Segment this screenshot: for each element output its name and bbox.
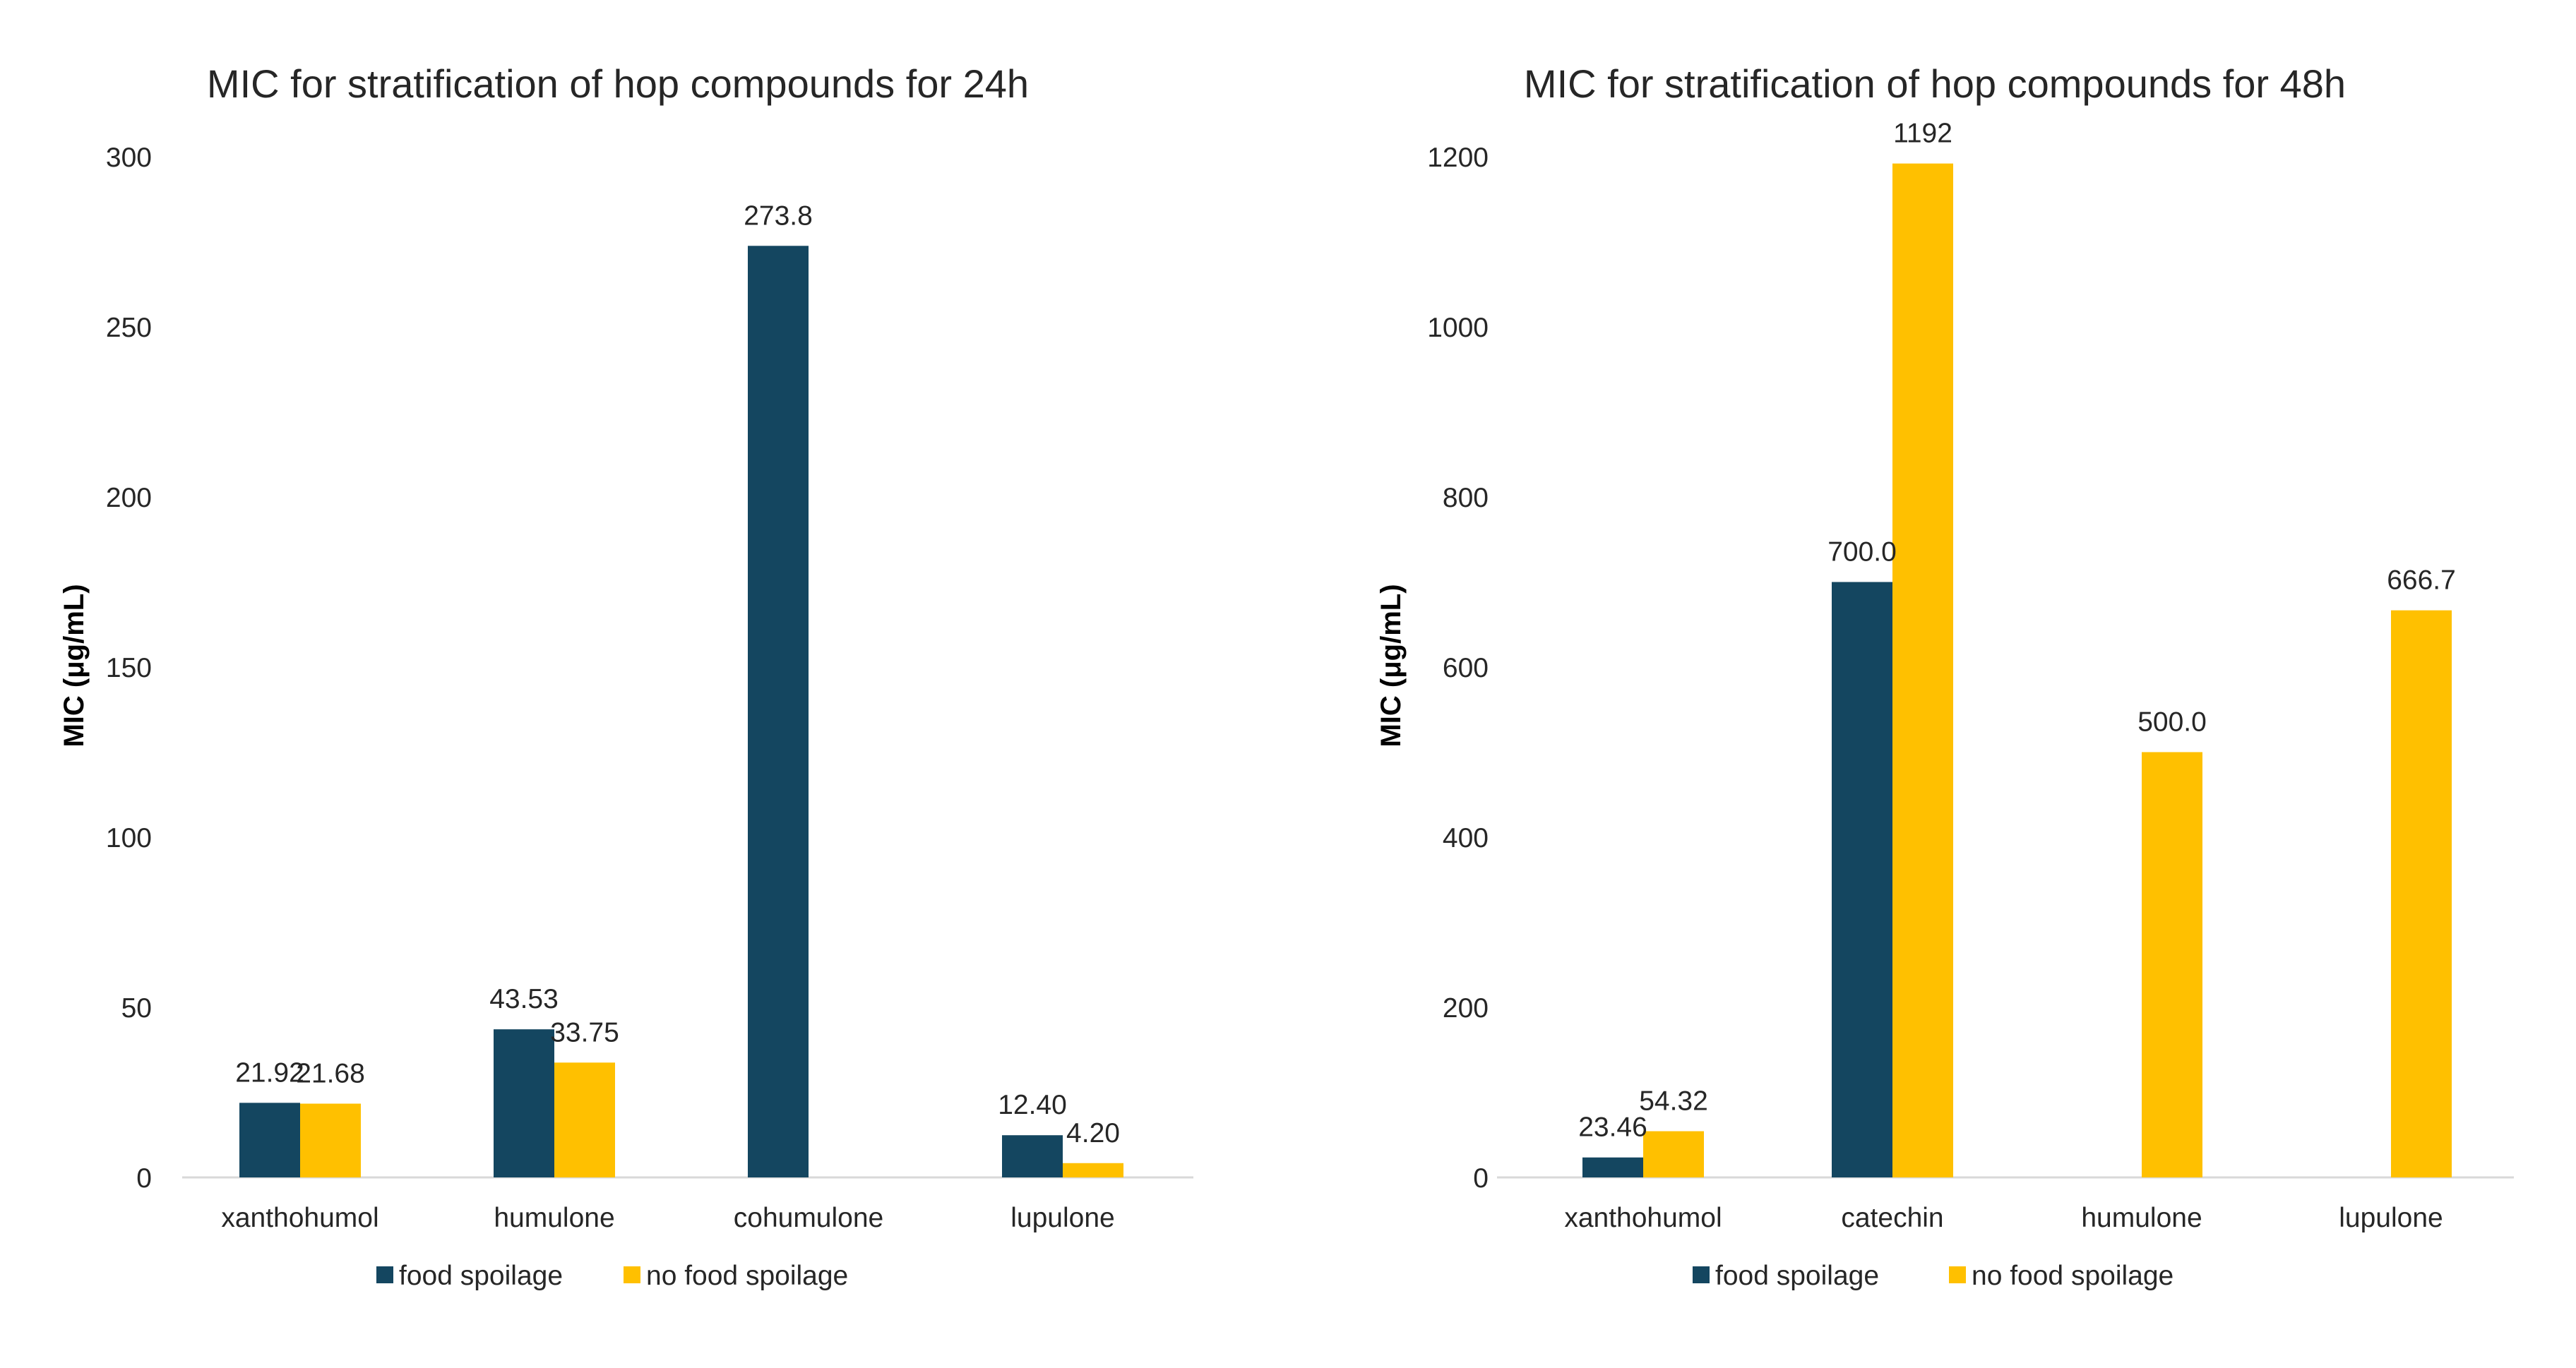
chart-48h-y-axis-label: MIC (μg/mL) [1376,584,1407,747]
chart-48h: MIC for stratification of hop compounds … [1376,61,2514,1291]
chart-24h-category-label: cohumulone [734,1203,883,1233]
chart-24h-bar-food-spoilage-cohumulone [748,246,809,1178]
chart-24h-y-tick-label: 200 [106,483,152,513]
chart-48h-bar-no-food-spoilage-catechin [1892,163,1953,1177]
chart-24h-y-axis-label: MIC (μg/mL) [59,584,90,747]
chart-24h-category-label: humulone [494,1203,614,1233]
chart-48h-bar-food-spoilage-xanthohumol [1582,1157,1643,1177]
chart-48h-category-labels: xanthohumol catechin humulone lupulone [1564,1203,2443,1233]
chart-24h-data-label: 43.53 [489,984,559,1014]
chart-24h-y-tick-label: 100 [106,823,152,853]
chart-24h-bar-no-food-spoilage-lupulone [1063,1163,1123,1177]
chart-24h-data-label: 21.68 [296,1059,365,1089]
chart-24h: MIC for stratification of hop compounds … [59,61,1193,1291]
chart-24h-data-label: 4.20 [1066,1118,1120,1148]
chart-48h-data-label: 54.32 [1639,1086,1708,1117]
chart-48h-y-tick-label: 1000 [1427,313,1489,343]
chart-24h-y-tick-label: 0 [136,1163,152,1194]
chart-24h-y-tick-label: 250 [106,313,152,343]
chart-24h-bar-no-food-spoilage-humulone [554,1062,615,1177]
chart-48h-data-label: 500.0 [2137,707,2207,738]
chart-48h-bar-food-spoilage-catechin [1832,582,1892,1177]
chart-48h-y-ticks: 0 200 400 600 800 1000 1200 [1427,143,1489,1194]
chart-24h-legend-label-no-food-spoilage: no food spoilage [646,1261,848,1291]
chart-24h-legend-swatch-food-spoilage [376,1266,393,1283]
chart-24h-category-label: xanthohumol [221,1203,378,1233]
chart-48h-data-label: 1192 [1893,119,1952,149]
chart-24h-y-ticks: 0 50 100 150 200 250 300 [106,143,152,1194]
chart-48h-category-label: humulone [2081,1203,2202,1233]
chart-48h-category-label: catechin [1841,1203,1943,1233]
chart-48h-legend-label-food-spoilage: food spoilage [1715,1261,1879,1291]
chart-48h-category-label: xanthohumol [1564,1203,1722,1233]
chart-48h-y-tick-label: 800 [1443,483,1489,513]
chart-48h-title: MIC for stratification of hop compounds … [1524,61,2346,106]
chart-24h-bar-food-spoilage-lupulone [1002,1135,1063,1177]
chart-24h-legend-label-food-spoilage: food spoilage [399,1261,563,1291]
chart-48h-bar-no-food-spoilage-lupulone [2391,610,2452,1177]
chart-48h-legend-label-no-food-spoilage: no food spoilage [1972,1261,2174,1291]
chart-24h-bars [239,246,1123,1178]
chart-48h-data-label: 23.46 [1578,1112,1647,1143]
chart-48h-y-tick-label: 400 [1443,823,1489,853]
chart-24h-title: MIC for stratification of hop compounds … [207,61,1029,106]
chart-48h-bars [1582,163,2452,1177]
chart-48h-y-tick-label: 200 [1443,993,1489,1024]
chart-24h-bar-food-spoilage-humulone [494,1029,554,1177]
chart-48h-bar-no-food-spoilage-humulone [2142,752,2202,1177]
chart-24h-data-label: 273.8 [744,200,813,231]
chart-24h-y-tick-label: 50 [121,993,152,1024]
chart-24h-category-labels: xanthohumol humulone cohumulone lupulone [221,1203,1114,1233]
chart-24h-category-label: lupulone [1010,1203,1114,1233]
chart-48h-legend-swatch-food-spoilage [1693,1266,1710,1283]
chart-24h-y-tick-label: 300 [106,143,152,173]
chart-24h-bar-food-spoilage-xanthohumol [239,1103,300,1177]
chart-48h-y-tick-label: 600 [1443,653,1489,683]
chart-48h-bar-no-food-spoilage-xanthohumol [1643,1131,1704,1177]
chart-48h-y-tick-label: 0 [1473,1163,1489,1194]
chart-24h-legend: food spoilage no food spoilage [376,1261,848,1291]
chart-24h-data-label: 12.40 [998,1090,1067,1120]
chart-24h-y-tick-label: 150 [106,653,152,683]
chart-24h-legend-swatch-no-food-spoilage [624,1266,640,1283]
chart-48h-y-tick-label: 1200 [1427,143,1489,173]
chart-48h-data-label: 666.7 [2387,565,2456,596]
chart-48h-legend: food spoilage no food spoilage [1693,1261,2174,1291]
chart-24h-data-label: 21.92 [235,1057,304,1088]
chart-48h-data-label: 700.0 [1827,537,1897,568]
chart-24h-data-label: 33.75 [550,1017,619,1048]
chart-48h-category-label: lupulone [2339,1203,2443,1233]
chart-24h-bar-no-food-spoilage-xanthohumol [300,1103,361,1177]
chart-48h-legend-swatch-no-food-spoilage [1949,1266,1966,1283]
